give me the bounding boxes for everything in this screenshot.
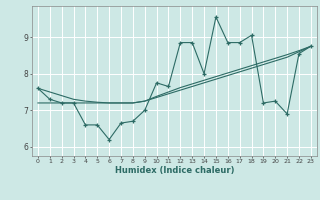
X-axis label: Humidex (Indice chaleur): Humidex (Indice chaleur) <box>115 166 234 175</box>
